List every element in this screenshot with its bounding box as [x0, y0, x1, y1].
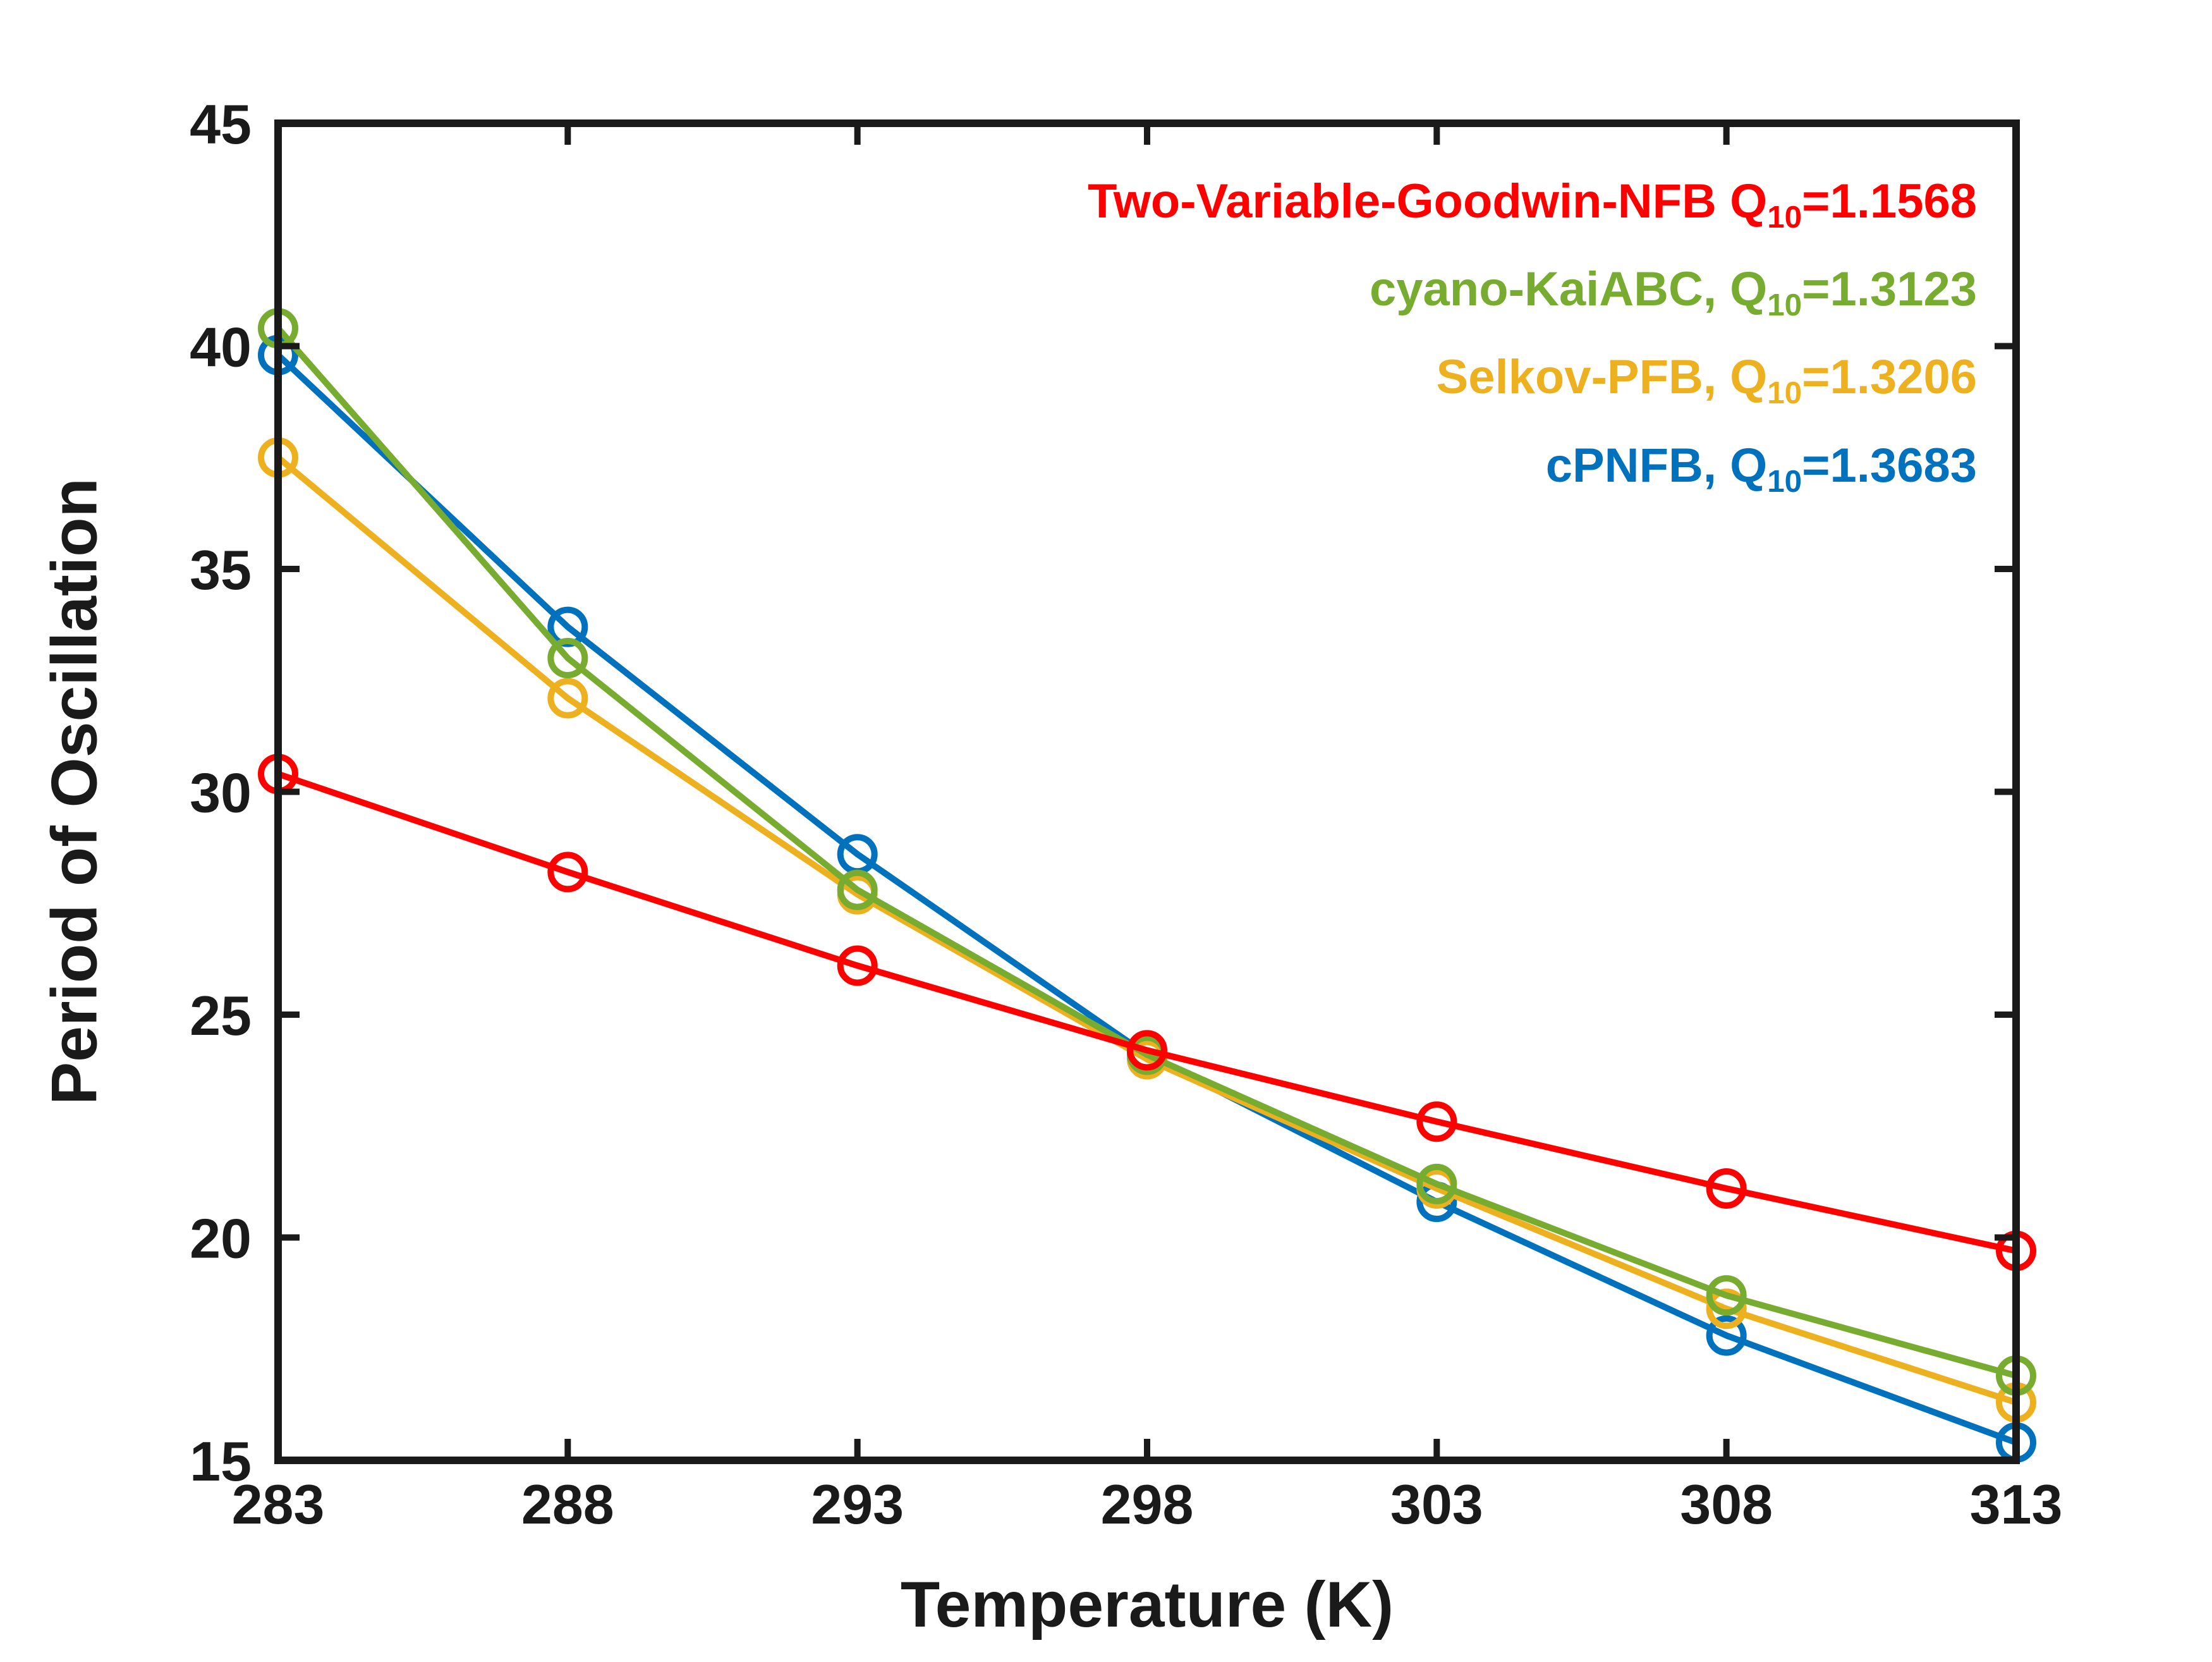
legend-item: Two-Variable-Goodwin-NFB Q10=1.1568	[1087, 174, 1977, 235]
data-point-marker	[1706, 1315, 1747, 1356]
y-tick-label: 20	[190, 1207, 252, 1270]
y-tick-label: 25	[190, 984, 252, 1047]
data-point-marker	[837, 945, 878, 986]
series-line	[275, 771, 2019, 1254]
x-tick-label: 288	[521, 1473, 614, 1536]
series-line	[275, 454, 2019, 1406]
data-point-marker	[1127, 1030, 1167, 1071]
x-tick-label: 308	[1680, 1473, 1773, 1536]
y-tick-label: 45	[190, 93, 252, 156]
legend-item: Selkov-PFB, Q10=1.3206	[1436, 350, 1977, 411]
data-point-marker	[1416, 1163, 1457, 1204]
x-tick-label: 293	[811, 1473, 904, 1536]
data-point-marker	[1706, 1275, 1747, 1316]
y-axis-label: Period of Oscillation	[38, 478, 111, 1105]
x-tick-label: 298	[1101, 1473, 1194, 1536]
x-tick-label: 283	[232, 1473, 325, 1536]
legend-item: cPNFB, Q10=1.3683	[1545, 438, 1977, 499]
data-point-marker	[1706, 1288, 1747, 1329]
series-line	[275, 325, 2019, 1379]
x-axis-label: Temperature (K)	[900, 1568, 1394, 1641]
data-point-marker	[547, 638, 588, 678]
y-tick-label: 40	[190, 316, 252, 379]
y-tick-label: 30	[190, 762, 252, 824]
x-tick-label: 303	[1390, 1473, 1483, 1536]
x-tick-label: 313	[1970, 1473, 2063, 1536]
y-tick-label: 15	[190, 1430, 252, 1493]
series-line	[275, 351, 2019, 1446]
legend-item: cyano-KaiABC, Q10=1.3123	[1369, 262, 1977, 323]
data-point-marker	[547, 852, 588, 893]
data-point-marker	[1416, 1101, 1457, 1142]
y-tick-label: 35	[190, 539, 252, 601]
data-point-marker	[837, 869, 878, 910]
data-point-marker	[1706, 1168, 1747, 1209]
legend: Two-Variable-Goodwin-NFB Q10=1.1568 cyano…	[1088, 166, 1977, 518]
data-point-marker	[547, 678, 588, 719]
